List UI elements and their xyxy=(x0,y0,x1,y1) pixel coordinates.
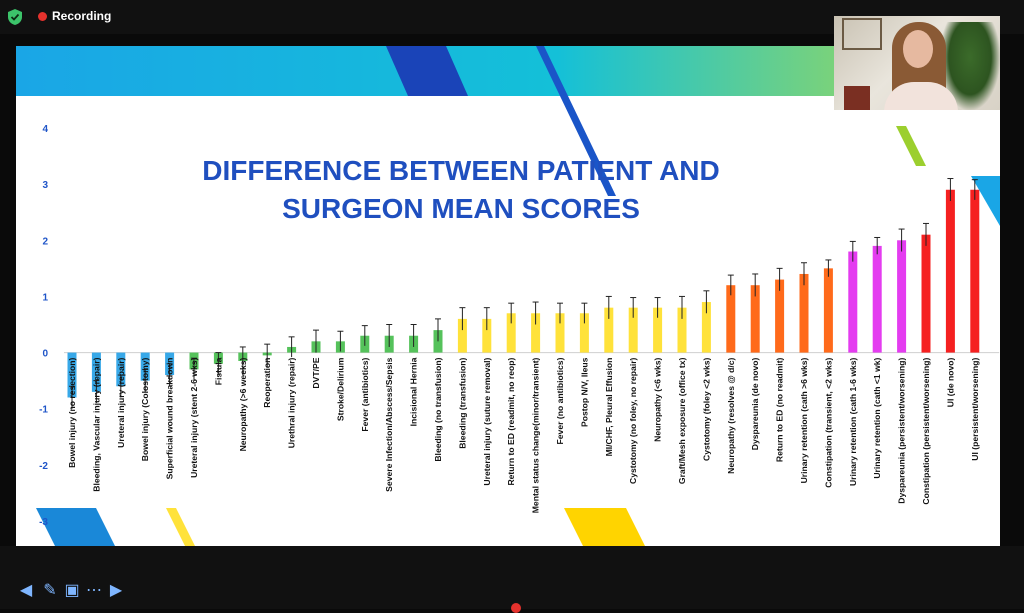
bar xyxy=(67,352,77,398)
category-label: Neuropathy (>6 weeks) xyxy=(238,357,248,451)
category-label: Postop N/V, Ileus xyxy=(579,357,589,427)
category-label: Fever (antibiotics) xyxy=(360,357,370,431)
category-label: MI/CHF, Pleural Effusion xyxy=(604,358,614,457)
category-label: Bowel injury (Colostomy) xyxy=(140,357,150,461)
category-label: Fever (no antibiotics) xyxy=(555,357,565,444)
presentation-slide: DIFFERENCE BETWEEN PATIENT AND SURGEON M… xyxy=(16,46,1000,598)
category-label: UI (persistent/worsening) xyxy=(970,357,980,460)
category-label: Fistula xyxy=(213,357,223,385)
recording-label[interactable]: Recording xyxy=(52,9,112,23)
category-label: Return to ED (no readmit) xyxy=(775,357,785,462)
bar xyxy=(701,302,711,353)
category-label: Stroke/Delirium xyxy=(335,357,345,421)
category-label: Reoperation xyxy=(262,358,272,408)
wall-picture xyxy=(842,18,882,50)
bar xyxy=(970,189,980,353)
bar xyxy=(823,268,833,353)
y-tick-label: -2 xyxy=(39,461,48,472)
arrow-left-icon[interactable]: ◀ xyxy=(19,582,33,599)
bottom-left-shape xyxy=(36,508,116,548)
category-label: Neuropathy (<6 wks) xyxy=(653,357,663,441)
y-tick-label: -1 xyxy=(39,405,48,416)
category-label: Severe Infection/Abscess/Sepsis xyxy=(384,357,394,491)
category-label: DVT/PE xyxy=(311,357,321,388)
y-tick-label: 1 xyxy=(42,292,48,303)
bar xyxy=(555,313,565,353)
category-label: Mental status change(minor/transient) xyxy=(531,357,541,513)
right-green-stripe xyxy=(896,126,926,166)
bar xyxy=(653,307,663,353)
bottom-yellow-stripe xyxy=(166,508,196,548)
bar xyxy=(579,313,589,353)
y-tick-label: 0 xyxy=(42,349,48,360)
y-tick-label: 2 xyxy=(42,236,48,247)
bar xyxy=(91,352,101,392)
bar xyxy=(482,318,492,353)
bar xyxy=(140,352,150,381)
category-label: Dyspareunia (de novo) xyxy=(750,357,760,450)
category-label: Incisional Hernia xyxy=(409,357,419,426)
chart-title: DIFFERENCE BETWEEN PATIENT AND SURGEON M… xyxy=(202,155,720,224)
category-label: Urinary retention (cath <1 wk) xyxy=(872,357,882,478)
category-label: Cystotomy (no foley, no repair) xyxy=(628,357,638,484)
bottom-yellow-shape xyxy=(564,508,646,548)
bar-chart: 4 3 2 1 0 -1 -2 -3 Bowel injury (no resection) Bl… xyxy=(39,124,1000,528)
y-tick-label: 4 xyxy=(42,124,48,135)
bar xyxy=(945,189,955,353)
category-label: Cystotomy (foley <2 wks) xyxy=(701,357,711,461)
category-label: Ureteral injury (suture removal) xyxy=(482,357,492,485)
bar xyxy=(604,307,614,353)
bookshelf xyxy=(844,86,870,110)
category-label: Urinary retention (cath 1-6 wks) xyxy=(848,357,858,486)
bar xyxy=(531,313,541,353)
category-label: Bleeding (transfusion) xyxy=(457,357,467,448)
top-banner-stripe xyxy=(386,46,468,96)
diagonal-line xyxy=(536,46,616,196)
slides-grid-icon[interactable]: ▣ xyxy=(64,582,80,599)
bar xyxy=(506,313,516,353)
notification-dot xyxy=(511,603,521,613)
bar xyxy=(726,285,736,353)
bar xyxy=(457,318,467,353)
bar xyxy=(897,240,907,353)
bar xyxy=(750,285,760,353)
y-tick-label: 3 xyxy=(42,180,48,191)
category-label: Ureteral injury (repair) xyxy=(116,357,126,447)
pencil-icon[interactable]: ✎ xyxy=(43,582,57,599)
bar xyxy=(848,251,858,353)
category-label: UI (de novo) xyxy=(945,357,955,407)
category-label: Ureteral injury (stent 2-6 wks) xyxy=(189,357,199,477)
meeting-bottom-bar xyxy=(0,546,1024,609)
record-dot-icon xyxy=(38,12,47,21)
shield-check-icon[interactable] xyxy=(8,9,22,25)
category-label: Urethral injury (repair) xyxy=(287,357,297,448)
bar xyxy=(775,279,785,353)
right-blue-shape xyxy=(971,176,1000,226)
y-tick-label: -3 xyxy=(39,517,48,528)
category-label: Bowel injury (no resection) xyxy=(67,357,77,467)
bar xyxy=(116,352,126,387)
bar xyxy=(872,245,882,353)
category-label: Superficial wound breakdown xyxy=(165,358,175,480)
bar xyxy=(677,307,687,353)
arrow-right-icon[interactable]: ▶ xyxy=(109,582,123,599)
category-label: Constipation (persistent/worsening) xyxy=(921,357,931,504)
category-label: Bleeding (no transfusion) xyxy=(433,357,443,461)
bar xyxy=(921,234,931,353)
bar xyxy=(799,273,809,353)
category-label: Graft/Mesh exposure (office tx) xyxy=(677,357,687,484)
category-label: Urinary retention (cath >6 wks) xyxy=(799,357,809,483)
participant-face xyxy=(903,30,933,68)
more-options-icon[interactable]: ⋯ xyxy=(86,582,102,599)
category-label: Return to ED (readmit, no reop) xyxy=(506,357,516,485)
bar xyxy=(628,307,638,353)
category-label: Neuropathy (resolves @ d/c) xyxy=(726,357,736,473)
category-label: Bleeding, Vascular injury (repair) xyxy=(91,357,101,491)
participant-video[interactable] xyxy=(834,16,1000,110)
category-label: Dyspareunia (persistent/worsening) xyxy=(897,357,907,503)
category-label: Constipation (transient, <2 wks) xyxy=(823,357,833,487)
